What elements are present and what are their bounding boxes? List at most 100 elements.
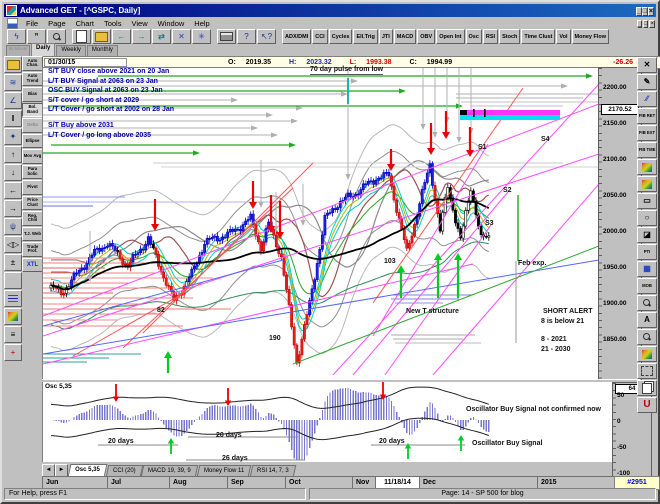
close-button[interactable]: × <box>647 6 654 16</box>
find-symbol-icon[interactable] <box>47 29 66 44</box>
study-button-obv[interactable]: OBV <box>417 29 436 44</box>
child-restore-button[interactable]: □ <box>642 20 649 28</box>
open-layout-icon[interactable] <box>92 29 111 44</box>
study-reg-chnl[interactable]: Reg. Chnl <box>22 211 43 226</box>
study-button-rsi[interactable]: RSI <box>482 29 499 44</box>
study-button-cci[interactable]: CCI <box>312 29 328 44</box>
price-chart[interactable] <box>42 67 599 380</box>
fib-extension-tool[interactable]: FIB EXT <box>637 125 657 141</box>
tab-60-minute[interactable]: 60 Minute <box>6 45 30 56</box>
delete-icon[interactable]: ✕ <box>172 29 191 44</box>
study-button-time-clust[interactable]: Time Clust <box>521 29 556 44</box>
tj-web-icon[interactable] <box>4 308 22 325</box>
copy-pages-tool[interactable] <box>637 380 657 396</box>
text-tool[interactable]: A <box>637 312 657 328</box>
pitchfork-icon[interactable]: ψ <box>4 218 22 235</box>
lines-icon[interactable] <box>4 290 22 307</box>
study-delta[interactable]: Delta <box>22 118 43 133</box>
bar-study-icon[interactable]: ‖ <box>4 110 22 127</box>
study-xtl[interactable]: XTL <box>22 257 43 272</box>
pti-tool[interactable]: PTI <box>637 244 657 260</box>
study-button-jti[interactable]: JTI <box>378 29 393 44</box>
pencil-tool[interactable]: ✎ <box>637 74 657 90</box>
study-button-ell-trig[interactable]: Ell.Trig <box>353 29 378 44</box>
new-chart-icon[interactable] <box>72 29 91 44</box>
expert-icon[interactable]: ✦ <box>4 128 22 145</box>
compare-icon[interactable]: ◁▷ <box>4 236 22 253</box>
study-button-open-int[interactable]: Open Int <box>436 29 465 44</box>
study-mov-avg[interactable]: Mov Avg <box>22 149 43 164</box>
study-para-bolic[interactable]: Para bolic <box>22 164 43 179</box>
menu-view[interactable]: View <box>131 18 148 28</box>
menu-help[interactable]: Help <box>194 18 210 28</box>
tc-link-icon[interactable]: ϟ <box>7 29 26 44</box>
help-icon[interactable]: ? <box>237 29 256 44</box>
arrow-right-icon[interactable]: → <box>4 200 22 217</box>
study-t-j-web[interactable]: T.J. Web <box>22 226 43 241</box>
study-pivot[interactable]: Pivot <box>22 180 43 195</box>
refresh-data-icon[interactable]: ⇄ <box>152 29 171 44</box>
fib-time-tool[interactable]: FIB TME <box>637 142 657 158</box>
tab-monthly[interactable]: Monthly <box>86 45 118 56</box>
study-button-adx-dmi[interactable]: ADX/DMI <box>282 29 312 44</box>
study-button-macd[interactable]: MACD <box>393 29 417 44</box>
elliott-wave-icon[interactable]: ≋ <box>4 74 22 91</box>
region-select-tool[interactable] <box>637 363 657 379</box>
chart-window-icon[interactable] <box>7 17 18 29</box>
angle-fan-tool[interactable] <box>637 176 657 192</box>
split-icon[interactable]: ± <box>4 254 22 271</box>
menu-chart[interactable]: Chart <box>75 18 94 28</box>
trendline-tool[interactable]: ∕∕ <box>637 91 657 107</box>
study-button-stoch[interactable]: Stoch <box>499 29 521 44</box>
open-chart-icon[interactable] <box>4 56 22 73</box>
context-help-icon[interactable]: ↖? <box>257 29 276 44</box>
menu-window[interactable]: Window <box>157 18 185 28</box>
chart-zoom-tool[interactable] <box>637 295 657 311</box>
arrow-left-icon[interactable]: ← <box>4 182 22 199</box>
rectangle-tool[interactable]: ▭ <box>637 193 657 209</box>
settings-icon[interactable]: ✳ <box>192 29 211 44</box>
undo-tool[interactable]: U <box>637 397 657 413</box>
quotes-icon[interactable]: ❞ <box>27 29 46 44</box>
study-auto-chan-[interactable]: Auto Chan. <box>22 56 43 71</box>
study-button-vol[interactable]: Vol <box>556 29 571 44</box>
scroll-tabs-left-button[interactable]: ◄ <box>42 464 55 477</box>
ruler-icon[interactable]: ≡ <box>4 326 22 343</box>
prev-chart-icon[interactable]: ← <box>112 29 131 44</box>
print-icon[interactable] <box>217 29 236 44</box>
menu-tools[interactable]: Tools <box>103 18 122 28</box>
eraser-tool[interactable]: ◪ <box>637 227 657 243</box>
ellipse-tool[interactable]: ○ <box>637 210 657 226</box>
oscillator-panel[interactable] <box>42 382 613 462</box>
mob-tool[interactable]: MOB <box>637 278 657 294</box>
gann-fan-tool[interactable] <box>637 159 657 175</box>
fib-retracement-tool[interactable]: FIB RET <box>637 108 657 124</box>
study-button-cycles[interactable]: Cycles <box>328 29 353 44</box>
study-bol-band[interactable]: Bol. Band <box>22 102 43 117</box>
crosshair-plus-icon[interactable]: + <box>4 344 22 361</box>
study-price-clust[interactable]: Price Clust <box>22 195 43 210</box>
menu-file[interactable]: File <box>26 18 39 28</box>
blank-icon[interactable] <box>4 272 22 289</box>
study-ellipse[interactable]: Ellipse <box>22 133 43 148</box>
maximize-button[interactable]: □ <box>641 6 648 16</box>
study-bias[interactable]: Bias <box>22 87 43 102</box>
study-button-osc[interactable]: Osc <box>465 29 482 44</box>
study-auto-trend[interactable]: Auto Trend <box>22 71 43 86</box>
gann-icon[interactable]: ∠ <box>4 92 22 109</box>
crosshair-tool[interactable]: ✕ <box>637 57 657 73</box>
palette-tool[interactable] <box>637 346 657 362</box>
arrow-down-icon[interactable]: ↓ <box>4 164 22 181</box>
menu-page[interactable]: Page <box>48 18 66 28</box>
tab-weekly[interactable]: Weekly <box>56 45 86 56</box>
next-chart-icon[interactable]: → <box>132 29 151 44</box>
minimize-button[interactable]: _ <box>635 6 642 16</box>
child-minimize-button[interactable]: _ <box>636 20 642 28</box>
arrow-up-icon[interactable]: ↑ <box>4 146 22 163</box>
tab-daily[interactable]: Daily <box>31 43 56 56</box>
child-close-button[interactable]: × <box>649 20 655 28</box>
study-button-money-flow[interactable]: Money Flow <box>571 29 610 44</box>
zoom-tool[interactable] <box>637 329 657 345</box>
study-trade-prof-[interactable]: Trade Prof. <box>22 242 43 257</box>
time-price-grid-tool[interactable]: ▦ <box>637 261 657 277</box>
